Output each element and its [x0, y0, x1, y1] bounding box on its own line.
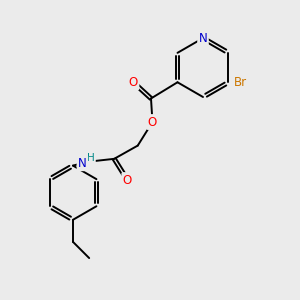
Text: Br: Br	[234, 76, 248, 89]
Text: N: N	[78, 157, 87, 170]
Text: H: H	[87, 153, 94, 163]
Text: N: N	[199, 32, 207, 45]
Text: O: O	[148, 116, 157, 128]
Text: O: O	[123, 173, 132, 187]
Text: O: O	[129, 76, 138, 89]
